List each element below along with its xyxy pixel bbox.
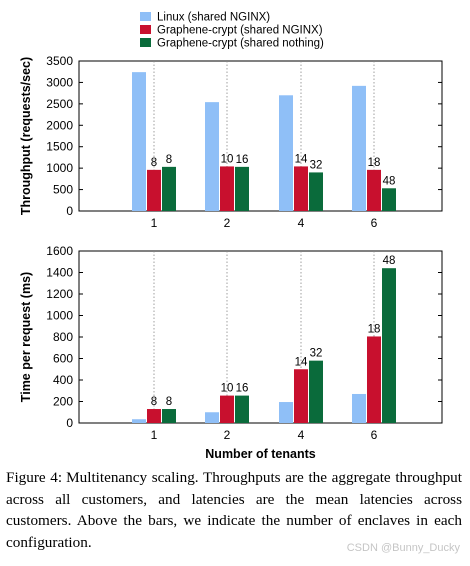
chart2-ytick-label-2: 200 xyxy=(53,395,73,409)
chart1-xtick-label-4: 6 xyxy=(371,216,378,230)
chart1-data-label-s2-4: 14 xyxy=(295,153,308,165)
chart1-ytick-label-7: 3000 xyxy=(46,75,73,89)
chart2-xlabel: Number of tenants xyxy=(205,447,315,460)
chart1-ytick-label-1: 0 xyxy=(66,204,73,218)
chart2-bar-s2-4 xyxy=(294,369,308,423)
chart1-data-label-s2-1: 8 xyxy=(151,157,157,169)
chart1-ytick-label-8: 3500 xyxy=(46,54,73,68)
chart1-bar-s1-4 xyxy=(279,95,293,211)
legend-label-2: Graphene-crypt (shared NGINX) xyxy=(157,25,323,37)
caption-text: Multitenancy scaling. Throughputs are th… xyxy=(6,469,462,551)
chart1-bar-s1-6 xyxy=(352,85,366,211)
chart1-bar-s2-2 xyxy=(220,166,234,211)
chart1-bar-s1-2 xyxy=(205,102,219,211)
chart1-bar-s3-2 xyxy=(235,166,249,211)
chart2-ytick-label-1: 0 xyxy=(66,416,73,430)
chart2-xtick-label-2: 2 xyxy=(224,428,231,442)
figure-caption: Figure 4: Multitenancy scaling. Throughpu… xyxy=(6,467,462,553)
chart1-bar-s2-1 xyxy=(147,169,161,211)
chart1-xtick-label-3: 4 xyxy=(298,216,305,230)
legend-swatch-1 xyxy=(140,12,151,21)
chart2-ytick-label-5: 800 xyxy=(53,330,73,344)
chart2-bar-s2-1 xyxy=(147,409,161,423)
chart2-ytick-label-9: 1600 xyxy=(46,244,73,258)
watermark: CSDN @Bunny_Ducky xyxy=(346,542,460,554)
chart2-xtick-label-4: 6 xyxy=(371,428,378,442)
chart1-ytick-label-2: 500 xyxy=(53,183,73,197)
chart1-data-label-s3-6: 48 xyxy=(383,175,396,187)
chart1-xtick-label-2: 2 xyxy=(224,216,231,230)
chart1-data-label-s2-2: 10 xyxy=(221,153,234,165)
chart2-xtick-label-3: 4 xyxy=(298,428,305,442)
chart1-bar-s3-1 xyxy=(162,166,176,211)
chart2-data-label-s3-6: 48 xyxy=(383,255,396,267)
chart1-plot-frame xyxy=(78,60,443,212)
chart2-ytick-label-7: 1200 xyxy=(46,287,73,301)
chart2-bar-s3-2 xyxy=(235,395,249,423)
chart2-bar-s1-4 xyxy=(279,402,293,423)
chart2-xtick-label-1: 1 xyxy=(151,428,158,442)
chart2-bar-s1-1 xyxy=(132,419,146,423)
chart1-bar-s2-6 xyxy=(367,169,381,211)
chart1-data-label-s2-6: 18 xyxy=(368,157,381,169)
chart2-bar-s1-2 xyxy=(205,412,219,423)
chart2-data-label-s2-1: 8 xyxy=(151,396,157,408)
chart2-ylabel: Time per request (ms) xyxy=(19,272,33,402)
chart2-bar-s2-2 xyxy=(220,395,234,423)
chart1-data-label-s3-2: 16 xyxy=(236,154,249,166)
chart1-ytick-label-6: 2500 xyxy=(46,97,73,111)
caption-label: Figure 4: xyxy=(6,469,63,486)
chart1-data-label-s3-1: 8 xyxy=(166,154,172,166)
chart2-ytick-label-6: 1000 xyxy=(46,309,73,323)
legend-swatch-3 xyxy=(140,38,151,47)
chart2-data-label-s3-4: 32 xyxy=(310,348,323,360)
chart2-ytick-label-8: 1400 xyxy=(46,266,73,280)
chart2-ytick-label-3: 400 xyxy=(53,373,73,387)
chart1-bar-s1-1 xyxy=(132,72,146,212)
chart2-data-label-s3-2: 16 xyxy=(236,383,249,395)
chart1-bar-s3-6 xyxy=(382,188,396,211)
chart1-ylabel: Throughput (requests/sec) xyxy=(19,57,33,215)
chart1-ytick-label-3: 1000 xyxy=(46,161,73,175)
chart2-bar-s3-1 xyxy=(162,409,176,423)
chart2-data-label-s2-2: 10 xyxy=(221,383,234,395)
chart1-bar-s3-4 xyxy=(309,172,323,211)
legend-label-1: Linux (shared NGINX) xyxy=(157,12,270,24)
chart1-ytick-label-5: 2000 xyxy=(46,118,73,132)
chart1-data-label-s3-4: 32 xyxy=(310,159,323,171)
legend-label-3: Graphene-crypt (shared nothing) xyxy=(157,38,324,50)
chart2-data-label-s2-6: 18 xyxy=(368,323,381,335)
chart2-ytick-label-4: 600 xyxy=(53,352,73,366)
chart2-data-label-s3-1: 8 xyxy=(166,396,172,408)
chart2-bar-s1-6 xyxy=(352,393,366,423)
chart2-bar-s3-4 xyxy=(309,360,323,423)
chart1-ytick-label-4: 1500 xyxy=(46,140,73,154)
chart1-bar-s2-4 xyxy=(294,166,308,211)
chart1-xtick-label-1: 1 xyxy=(151,216,158,230)
legend-swatch-2 xyxy=(140,25,151,34)
multitenancy-figure: Linux (shared NGINX)Graphene-crypt (shar… xyxy=(19,12,443,460)
chart2-bar-s3-6 xyxy=(382,268,396,423)
chart2-data-label-s2-4: 14 xyxy=(295,356,308,368)
chart2-bar-s2-6 xyxy=(367,336,381,423)
